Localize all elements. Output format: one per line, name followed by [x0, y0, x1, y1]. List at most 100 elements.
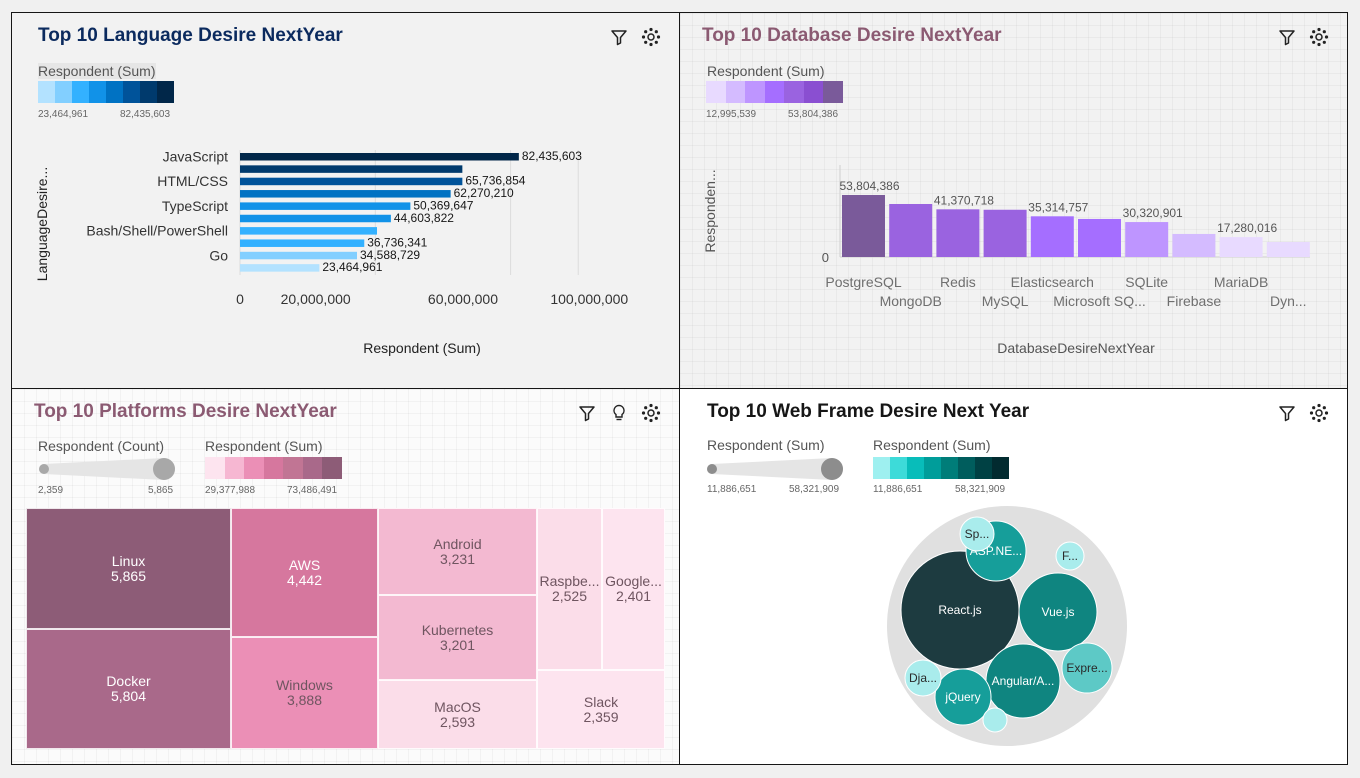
gear-icon[interactable]: [1309, 27, 1329, 47]
treemap-cell-value: 3,231: [439, 550, 476, 567]
treemap-cell-value: 5,865: [110, 567, 147, 584]
x-tick-label: MariaDB: [1214, 274, 1268, 290]
bar[interactable]: [1125, 222, 1169, 257]
color-legend-max: 73,486,491: [287, 485, 338, 496]
bubble-label: Sp...: [965, 527, 990, 541]
bar-value-label: 34,588,729: [360, 248, 420, 262]
bar[interactable]: [240, 251, 358, 260]
treemap-cell[interactable]: Docker 5,804: [26, 629, 231, 749]
platforms-chart-toolbar: [577, 403, 661, 423]
bar-value-label: 44,603,822: [394, 211, 454, 225]
treemap-cell-label: Slack: [583, 693, 619, 710]
bar[interactable]: [1266, 242, 1310, 257]
bubble-label: Angular/A...: [992, 674, 1055, 688]
legend-swatch-3: [89, 81, 106, 103]
treemap-cell-label: Google...: [605, 573, 662, 589]
database-bar-chart: 53,804,386 PostgreSQL MongoDB 41,370,718 Red…: [702, 165, 1310, 356]
bar-value-label: 41,370,718: [934, 193, 994, 207]
legend-swatch-5: [302, 457, 322, 479]
treemap-cell-label: Windows: [276, 677, 333, 693]
legend-swatch-6: [975, 457, 992, 479]
bar[interactable]: [240, 202, 411, 210]
filter-icon[interactable]: [577, 403, 597, 423]
gear-icon[interactable]: [641, 403, 661, 423]
platforms-treemap: Linux 5,865 Docker 5,804 AWS 4,442 Windows 3,88…: [26, 508, 665, 749]
color-legend-title: Respondent (Sum): [873, 437, 991, 453]
bar[interactable]: [240, 177, 463, 186]
treemap-cell[interactable]: Linux 5,865: [26, 508, 231, 629]
bar-value-label: 30,320,901: [1123, 206, 1183, 220]
treemap-cell[interactable]: Slack 2,359: [537, 670, 665, 749]
legend-swatch-3: [764, 81, 784, 103]
bar[interactable]: [1030, 216, 1074, 257]
bar[interactable]: [889, 203, 933, 257]
treemap-cell-value: 3,888: [286, 692, 323, 708]
legend-swatch-0: [706, 81, 726, 103]
bubble-label: Expre...: [1066, 661, 1107, 675]
legend-swatch-0: [205, 457, 225, 479]
filter-icon[interactable]: [1277, 27, 1297, 47]
treemap-cell[interactable]: MacOS 2,593: [378, 680, 537, 749]
legend-swatch-7: [992, 457, 1009, 479]
treemap-cell[interactable]: Windows 3,888: [231, 637, 378, 749]
x-tick-label: Firebase: [1167, 293, 1222, 309]
bar[interactable]: [1078, 218, 1121, 257]
bubble[interactable]: [904, 659, 942, 697]
gear-icon[interactable]: [641, 27, 661, 47]
treemap-cell-label: AWS: [288, 556, 321, 573]
bubble[interactable]: [1018, 572, 1098, 652]
legend-swatch-5: [958, 457, 975, 479]
filter-icon[interactable]: [609, 27, 629, 47]
bar[interactable]: [240, 239, 365, 247]
legend-swatch-4: [106, 81, 123, 103]
legend-swatch-1: [890, 457, 907, 479]
lightbulb-icon[interactable]: [609, 403, 629, 423]
legend-swatch-5: [803, 81, 823, 103]
color-legend-title: Respondent (Sum): [205, 438, 323, 454]
bar[interactable]: [240, 214, 391, 223]
treemap-cell-label: Linux: [111, 552, 146, 569]
y-tick-label: HTML/CSS: [157, 173, 228, 189]
bar[interactable]: [240, 190, 451, 198]
bar[interactable]: [240, 165, 463, 173]
bubble[interactable]: [982, 707, 1008, 733]
platforms-chart-title: Top 10 Platforms Desire NextYear: [34, 401, 337, 422]
bar[interactable]: [983, 209, 1027, 257]
treemap-cell[interactable]: Raspbe... 2,525: [537, 508, 602, 670]
bar-value-label: 53,804,386: [839, 179, 899, 193]
bar[interactable]: [240, 264, 320, 272]
treemap-cell[interactable]: Kubernetes 3,201: [378, 595, 537, 680]
bubble-label: jQuery: [944, 690, 980, 704]
color-legend-max: 58,321,909: [955, 484, 1006, 495]
bar-value-label: 17,280,016: [1217, 221, 1277, 235]
treemap-cell[interactable]: AWS 4,442: [231, 508, 378, 637]
treemap-cell[interactable]: Google... 2,401: [602, 508, 665, 670]
x-tick-label: Redis: [940, 274, 976, 290]
bubble[interactable]: [1061, 642, 1113, 694]
legend-swatch-1: [725, 81, 745, 103]
legend-swatch-7: [157, 81, 174, 103]
bar[interactable]: [1219, 237, 1263, 257]
database-chart-toolbar: [1277, 27, 1329, 47]
bar[interactable]: [240, 153, 519, 161]
bar[interactable]: [240, 227, 377, 235]
x-axis-label: DatabaseDesireNextYear: [997, 340, 1155, 356]
bar[interactable]: [936, 209, 980, 257]
color-legend-min: 29,377,988: [205, 485, 256, 496]
bubble[interactable]: [959, 516, 995, 552]
gear-icon[interactable]: [1309, 403, 1329, 423]
y-tick-label: 0: [822, 250, 829, 265]
size-legend-title: Respondent (Count): [38, 438, 165, 454]
bar[interactable]: [1172, 233, 1216, 257]
size-legend-min: 11,886,651: [707, 484, 757, 495]
bar[interactable]: [842, 195, 885, 257]
bubble[interactable]: [1055, 541, 1085, 571]
treemap-cell[interactable]: Android 3,231: [378, 508, 537, 595]
size-legend-title: Respondent (Sum): [707, 437, 825, 453]
bubble[interactable]: [934, 668, 992, 726]
filter-icon[interactable]: [1277, 403, 1297, 423]
treemap-cell-value: 2,359: [583, 708, 619, 725]
x-tick-label: 20,000,000: [281, 291, 351, 307]
color-legend-min: 11,886,651: [873, 484, 923, 495]
treemap-cell-value: 4,442: [286, 571, 323, 588]
